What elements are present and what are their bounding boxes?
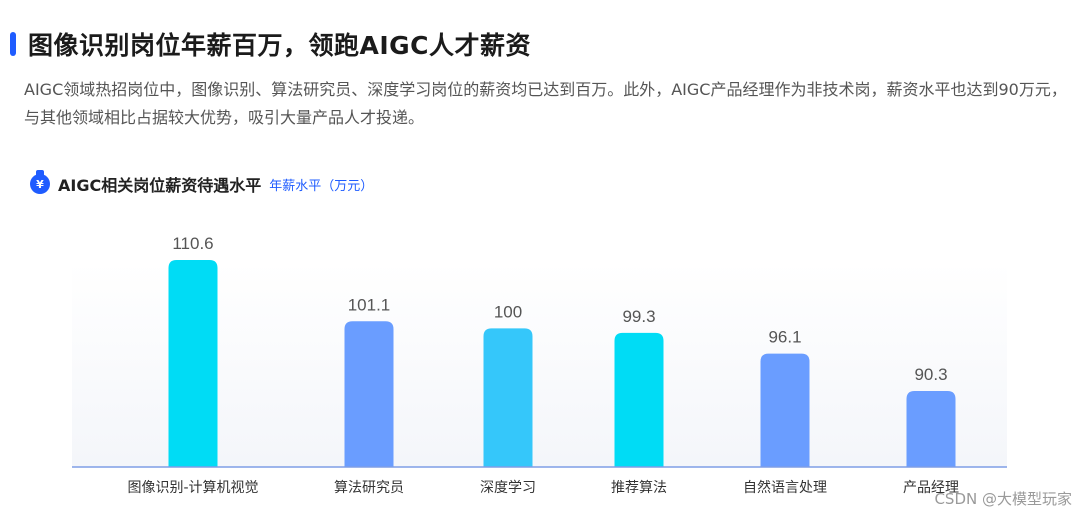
money-bag-icon: ¥ — [30, 170, 50, 194]
bar-value-label: 90.3 — [914, 365, 947, 384]
x-tick-label: 产品经理 — [903, 480, 959, 496]
title-accent-bar — [10, 32, 16, 56]
chart-header: ¥ AIGC相关岗位薪资待遇水平 年薪水平（万元） — [30, 170, 374, 196]
bar-6 — [906, 391, 956, 467]
bar-4 — [614, 332, 664, 467]
bar-2 — [344, 321, 394, 467]
bar-1 — [168, 260, 218, 467]
x-tick-label: 图像识别-计算机视觉 — [127, 480, 258, 496]
watermark: CSDN @大模型玩家 — [934, 490, 1072, 508]
chart-plot-area — [72, 262, 1007, 467]
page-title-row: 图像识别岗位年薪百万，领跑AIGC人才薪资 — [10, 26, 531, 62]
chart-unit-label: 年薪水平（万元） — [269, 178, 374, 194]
page-title: 图像识别岗位年薪百万，领跑AIGC人才薪资 — [28, 31, 532, 60]
bar-value-label: 96.1 — [768, 328, 801, 347]
x-tick-label: 算法研究员 — [334, 480, 404, 496]
bar-value-label: 101.1 — [348, 295, 391, 314]
x-tick-label: 推荐算法 — [611, 480, 667, 496]
page-description: AIGC领域热招岗位中，图像识别、算法研究员、深度学习岗位的薪资均已达到百万。此… — [24, 80, 1067, 127]
x-tick-label: 自然语言处理 — [743, 479, 827, 496]
bar-value-label: 99.3 — [622, 307, 655, 326]
bars-group: 110.6 图像识别-计算机视觉 101.1 算法研究员 100 深度学习 99.3 推荐算法… — [127, 234, 959, 496]
bar-value-label: 100 — [494, 302, 522, 321]
bar-value-label: 110.6 — [172, 234, 213, 253]
chart-title: AIGC相关岗位薪资待遇水平 — [58, 176, 262, 195]
bar-3 — [483, 328, 533, 467]
bar-5 — [760, 353, 810, 467]
x-tick-label: 深度学习 — [480, 480, 536, 496]
